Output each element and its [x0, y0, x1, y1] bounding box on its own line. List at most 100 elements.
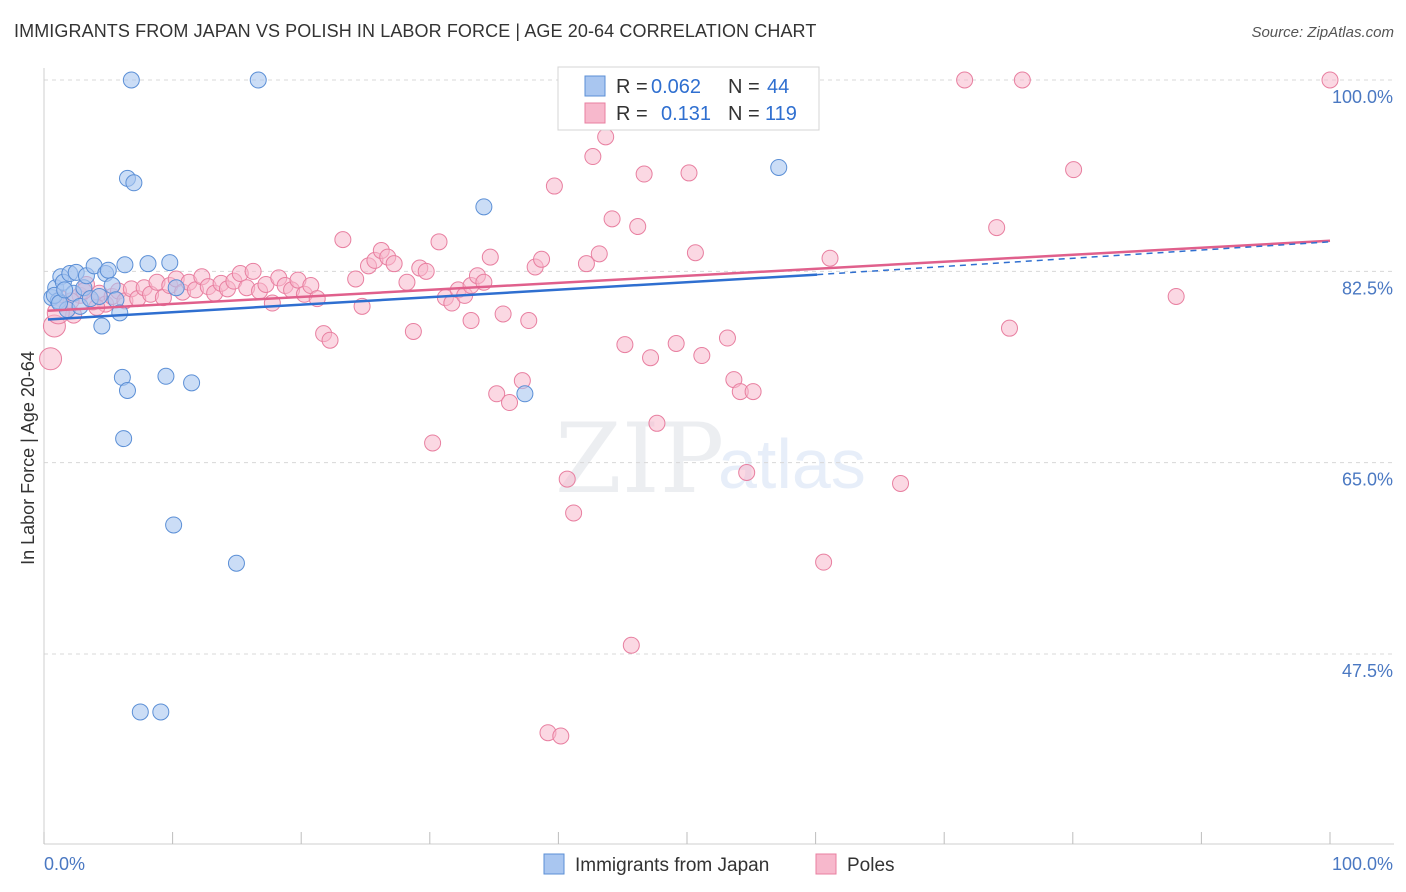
poles-point [501, 394, 519, 412]
poles-point [481, 248, 499, 266]
series-japan-points [43, 71, 788, 721]
poles-point [629, 218, 647, 236]
poles-point [821, 249, 839, 267]
chart-title: IMMIGRANTS FROM JAPAN VS POLISH IN LABOR… [14, 21, 817, 41]
poles-point [590, 245, 608, 263]
poles-point [488, 385, 506, 403]
poles-point [635, 165, 653, 183]
japan-point [516, 385, 534, 403]
japan-point [227, 554, 245, 572]
japan-point [115, 430, 133, 448]
bottom-legend-label-poles: Poles [847, 855, 895, 876]
poles-point [1065, 161, 1083, 179]
poles-point [334, 231, 352, 249]
poles-point [744, 383, 762, 401]
japan-point [157, 367, 175, 385]
bottom-legend-label-japan: Immigrants from Japan [575, 855, 769, 876]
poles-point [565, 504, 583, 522]
poles-point [1001, 319, 1018, 337]
poles-point [686, 244, 704, 262]
legend-swatch-poles [584, 102, 606, 124]
poles-point [648, 414, 666, 432]
legend-r-label-japan: R = [616, 76, 648, 98]
zipatlas-watermark: ZIP atlas [555, 403, 866, 515]
poles-point [424, 434, 442, 452]
japan-point [131, 703, 149, 721]
japan-point [122, 71, 140, 89]
legend-n-label-poles: N = [728, 103, 760, 125]
poles-point [597, 128, 615, 146]
poles-point [404, 322, 422, 340]
poles-point [622, 636, 640, 654]
trend-lines [47, 239, 1331, 321]
poles-point [718, 329, 736, 347]
poles-point [558, 470, 576, 488]
poles-point [815, 553, 833, 571]
poles-point [1167, 287, 1185, 305]
poles-point [667, 334, 685, 352]
poles-point [892, 474, 910, 492]
poles-point [494, 305, 512, 323]
y-tick-label: 82.5% [1342, 278, 1393, 298]
japan-point [165, 516, 183, 534]
japan-point [99, 261, 117, 279]
poles-point [321, 331, 339, 349]
poles-point [520, 312, 538, 330]
poles-point [545, 177, 563, 195]
y-axis-tick-labels: 47.5% 65.0% 82.5% 100.0% [1332, 87, 1393, 681]
poles-point [1013, 71, 1031, 89]
japan-point [183, 374, 201, 392]
japan-point [90, 287, 108, 305]
legend-swatch-japan [584, 75, 606, 97]
japan-point [116, 256, 134, 274]
legend-r-value-poles: 0.131 [661, 103, 711, 125]
poles-point [616, 336, 634, 354]
poles-point [642, 349, 660, 367]
poles-point [603, 210, 621, 228]
bottom-legend-swatch-japan [543, 853, 565, 875]
japan-point [118, 382, 136, 400]
y-tick-label: 47.5% [1342, 661, 1393, 681]
poles-point [693, 347, 711, 365]
watermark-zip: ZIP [555, 403, 724, 515]
y-axis-title: In Labor Force | Age 20-64 [18, 351, 38, 565]
gridlines [44, 79, 1394, 655]
correlation-legend: R = 0.062 N = 44 R = 0.131 N = 119 [557, 66, 820, 131]
poles-point [39, 347, 63, 371]
japan-trend-line [47, 273, 818, 321]
legend-r-value-japan: 0.062 [651, 76, 701, 98]
poles-point [385, 255, 403, 273]
japan-point [111, 304, 129, 322]
y-tick-label: 65.0% [1342, 470, 1393, 490]
poles-point [430, 233, 448, 251]
chart-source: Source: ZipAtlas.com [1251, 24, 1394, 41]
poles-point [988, 219, 1006, 237]
japan-point [770, 158, 788, 176]
japan-point [475, 198, 493, 216]
poles-point [577, 255, 595, 273]
bottom-legend-swatch-poles [815, 853, 837, 875]
poles-trend-line [47, 239, 1331, 312]
legend-n-value-japan: 44 [767, 76, 789, 98]
poles-point [462, 312, 480, 330]
poles-point [417, 262, 435, 280]
poles-point [1321, 71, 1339, 89]
japan-point [139, 255, 157, 273]
japan-point [167, 279, 185, 297]
poles-point [533, 250, 551, 268]
japan-point [152, 703, 170, 721]
poles-point [584, 148, 602, 166]
y-tick-label: 100.0% [1332, 87, 1393, 107]
legend-n-value-poles: 119 [765, 103, 797, 125]
watermark-atlas: atlas [718, 425, 866, 503]
poles-point [347, 270, 365, 288]
legend-n-label-japan: N = [728, 76, 760, 98]
japan-point [161, 254, 179, 272]
legend-r-label-poles: R = [616, 103, 648, 125]
poles-point [552, 727, 570, 745]
poles-point [956, 71, 974, 89]
series-legend: Immigrants from Japan Poles [543, 853, 895, 876]
x-tick-label-min: 0.0% [44, 854, 85, 874]
japan-point [103, 277, 121, 295]
